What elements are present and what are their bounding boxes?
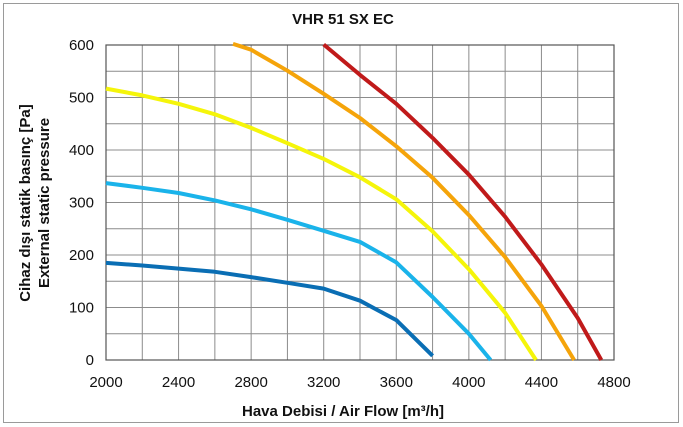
x-tick-label: 4400 — [525, 374, 558, 391]
x-tick-label: 2800 — [234, 374, 267, 391]
series-line-2 — [105, 181, 493, 362]
series-line-4 — [232, 41, 576, 362]
y-tick-label: 100 — [69, 300, 94, 317]
series-line-1 — [105, 260, 435, 358]
series-line-3 — [105, 86, 538, 362]
grid — [105, 44, 615, 361]
chart-title: VHR 51 SX EC — [292, 11, 394, 28]
x-tick-label: 3200 — [307, 374, 340, 391]
y-tick-label: 0 — [86, 352, 94, 369]
series-line-5 — [322, 42, 604, 361]
y-tick-labels: 0 100 200 300 400 500 600 — [69, 37, 94, 369]
y-tick-label: 200 — [69, 247, 94, 264]
x-tick-label: 4800 — [597, 374, 630, 391]
y-tick-label: 300 — [69, 195, 94, 212]
x-tick-label: 4000 — [452, 374, 485, 391]
x-tick-label: 2000 — [89, 374, 122, 391]
x-tick-label: 2400 — [162, 374, 195, 391]
y-tick-label: 500 — [69, 90, 94, 107]
plot-area-border — [105, 44, 615, 361]
x-tick-label: 3600 — [380, 374, 413, 391]
y-axis-label-line1: Cihaz dışı statik basınç [Pa] — [17, 104, 34, 302]
chart-frame — [3, 3, 679, 423]
x-axis-label: Hava Debisi / Air Flow [m³/h] — [242, 403, 444, 420]
y-axis-label-line2: External static pressure — [36, 118, 53, 288]
x-tick-labels: 2000 2400 2800 3200 3600 4000 4400 4800 — [89, 374, 630, 391]
series-lines — [105, 41, 604, 362]
y-tick-label: 400 — [69, 142, 94, 159]
y-tick-label: 600 — [69, 37, 94, 54]
